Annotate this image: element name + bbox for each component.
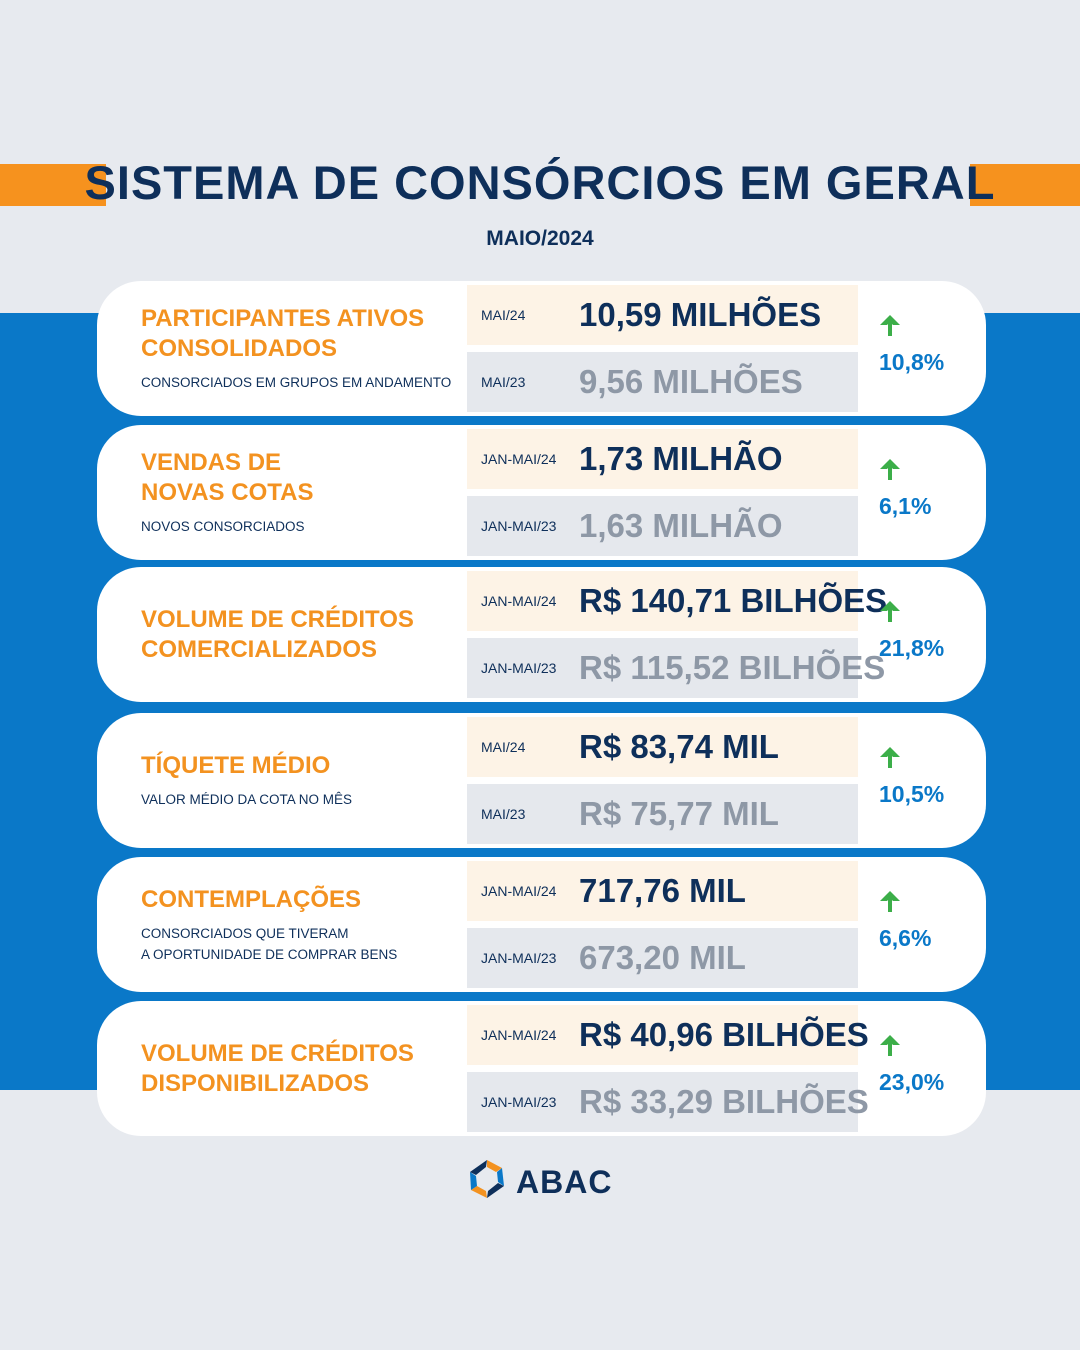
stat-label-group: VOLUME DE CRÉDITOS COMERCIALIZADOS bbox=[141, 567, 461, 702]
current-value: R$ 83,74 MIL bbox=[579, 728, 779, 765]
current-period-row: JAN-MAI/24 R$ 40,96 BILHÕES bbox=[467, 1005, 869, 1065]
arrow-up-icon bbox=[880, 601, 900, 622]
stat-label-group: PARTICIPANTES ATIVOS CONSOLIDADOS CONSORC… bbox=[141, 281, 461, 416]
previous-value: R$ 115,52 BILHÕES bbox=[579, 649, 886, 686]
stat-title: VENDAS DE NOVAS COTAS bbox=[141, 449, 314, 506]
page-title: SISTEMA DE CONSÓRCIOS EM GERAL bbox=[84, 156, 996, 209]
arrow-up-icon bbox=[880, 891, 900, 912]
previous-value: 9,56 MILHÕES bbox=[579, 363, 803, 400]
stat-label-group: CONTEMPLAÇÕES CONSORCIADOS QUE TIVERAM A … bbox=[141, 857, 461, 992]
previous-period-label: JAN-MAI/23 bbox=[481, 1094, 557, 1110]
title-accent-bar-left bbox=[0, 164, 106, 206]
current-period-row: JAN-MAI/24 717,76 MIL bbox=[467, 861, 858, 921]
arrow-up-icon bbox=[880, 1035, 900, 1056]
current-period-label: JAN-MAI/24 bbox=[481, 1027, 557, 1043]
change-percent: 10,8% bbox=[879, 349, 945, 375]
stat-label-group: VENDAS DE NOVAS COTAS NOVOS CONSORCIADOS bbox=[141, 425, 461, 560]
stat-card: VOLUME DE CRÉDITOS COMERCIALIZADOS JAN-MA… bbox=[97, 567, 986, 702]
abac-logo: ABAC bbox=[466, 1158, 626, 1204]
previous-period-label: JAN-MAI/23 bbox=[481, 518, 557, 534]
page-subtitle: MAIO/2024 bbox=[486, 227, 594, 250]
current-value: 717,76 MIL bbox=[579, 872, 746, 909]
previous-value: 1,63 MILHÃO bbox=[579, 507, 783, 544]
previous-value: R$ 75,77 MIL bbox=[579, 795, 779, 832]
stat-title: VOLUME DE CRÉDITOS DISPONIBILIZADOS bbox=[141, 1039, 414, 1097]
change-percent: 6,6% bbox=[879, 925, 932, 951]
current-period-row: MAI/24 10,59 MILHÕES bbox=[467, 285, 858, 345]
stat-label-group: VOLUME DE CRÉDITOS DISPONIBILIZADOS bbox=[141, 1001, 461, 1136]
stat-title: PARTICIPANTES ATIVOS CONSOLIDADOS bbox=[141, 305, 425, 362]
stat-description: CONSORCIADOS QUE TIVERAM A OPORTUNIDADE … bbox=[141, 925, 398, 962]
stat-card: VENDAS DE NOVAS COTAS NOVOS CONSORCIADOS J… bbox=[97, 425, 986, 560]
stat-label-group: TÍQUETE MÉDIO VALOR MÉDIO DA COTA NO MÊS bbox=[141, 713, 461, 848]
stat-card: PARTICIPANTES ATIVOS CONSOLIDADOS CONSORC… bbox=[97, 281, 986, 416]
stat-title: CONTEMPLAÇÕES bbox=[141, 885, 362, 913]
arrow-up-icon bbox=[880, 747, 900, 768]
logo-text: ABAC bbox=[516, 1164, 613, 1200]
arrow-up-icon bbox=[880, 315, 900, 336]
current-period-label: JAN-MAI/24 bbox=[481, 883, 557, 899]
previous-period-row: JAN-MAI/23 R$ 115,52 BILHÕES bbox=[467, 638, 885, 698]
previous-period-label: JAN-MAI/23 bbox=[481, 660, 557, 676]
previous-value: R$ 33,29 BILHÕES bbox=[579, 1083, 869, 1120]
previous-period-row: MAI/23 R$ 75,77 MIL bbox=[467, 784, 858, 844]
arrow-up-icon bbox=[880, 459, 900, 480]
change-percent: 23,0% bbox=[879, 1069, 945, 1095]
stat-card: TÍQUETE MÉDIO VALOR MÉDIO DA COTA NO MÊS M… bbox=[97, 713, 986, 848]
stat-card: VOLUME DE CRÉDITOS DISPONIBILIZADOS JAN-M… bbox=[97, 1001, 986, 1136]
previous-period-row: JAN-MAI/23 1,63 MILHÃO bbox=[467, 496, 858, 556]
current-period-label: MAI/24 bbox=[481, 739, 526, 755]
previous-period-label: JAN-MAI/23 bbox=[481, 950, 557, 966]
previous-value: 673,20 MIL bbox=[579, 939, 746, 976]
previous-period-row: JAN-MAI/23 R$ 33,29 BILHÕES bbox=[467, 1072, 869, 1132]
previous-period-label: MAI/23 bbox=[481, 374, 526, 390]
current-period-label: JAN-MAI/24 bbox=[481, 451, 557, 467]
stat-card: CONTEMPLAÇÕES CONSORCIADOS QUE TIVERAM A … bbox=[97, 857, 986, 992]
title-accent-bar-right bbox=[970, 164, 1080, 206]
previous-period-row: JAN-MAI/23 673,20 MIL bbox=[467, 928, 858, 988]
current-period-label: MAI/24 bbox=[481, 307, 526, 323]
current-value: R$ 40,96 BILHÕES bbox=[579, 1016, 869, 1053]
change-percent: 10,5% bbox=[879, 781, 945, 807]
current-period-row: JAN-MAI/24 1,73 MILHÃO bbox=[467, 429, 858, 489]
previous-period-label: MAI/23 bbox=[481, 806, 526, 822]
abac-logo-icon bbox=[470, 1160, 504, 1198]
previous-period-row: MAI/23 9,56 MILHÕES bbox=[467, 352, 858, 412]
current-value: 1,73 MILHÃO bbox=[579, 440, 783, 477]
stat-description: VALOR MÉDIO DA COTA NO MÊS bbox=[141, 792, 353, 807]
stat-title: TÍQUETE MÉDIO bbox=[141, 752, 331, 779]
change-percent: 6,1% bbox=[879, 493, 932, 519]
stat-description: CONSORCIADOS EM GRUPOS EM ANDAMENTO bbox=[141, 375, 452, 390]
stat-title: VOLUME DE CRÉDITOS COMERCIALIZADOS bbox=[141, 605, 414, 663]
current-value: R$ 140,71 BILHÕES bbox=[579, 582, 888, 619]
current-value: 10,59 MILHÕES bbox=[579, 296, 822, 333]
current-period-row: JAN-MAI/24 R$ 140,71 BILHÕES bbox=[467, 571, 887, 631]
stat-description: NOVOS CONSORCIADOS bbox=[141, 519, 305, 534]
change-percent: 21,8% bbox=[879, 635, 945, 661]
current-period-label: JAN-MAI/24 bbox=[481, 593, 557, 609]
current-period-row: MAI/24 R$ 83,74 MIL bbox=[467, 717, 858, 777]
